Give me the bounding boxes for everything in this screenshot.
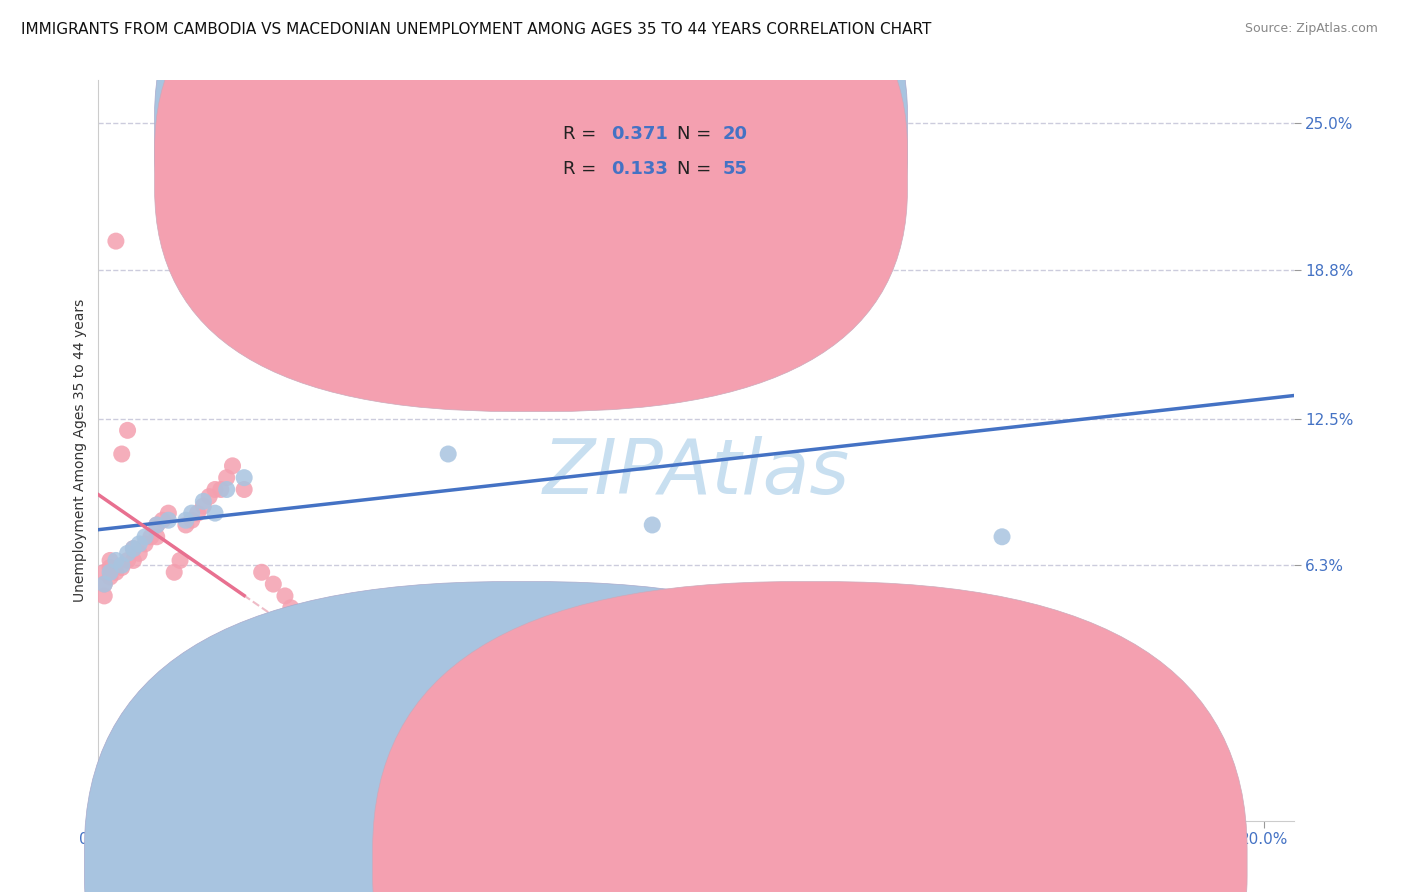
- Text: Immigrants from Cambodia: Immigrants from Cambodia: [543, 855, 744, 870]
- Point: [163, 566, 186, 580]
- Point: [104, 234, 127, 248]
- Point: [280, 600, 302, 615]
- Text: 0.371: 0.371: [612, 126, 668, 144]
- Text: N =: N =: [676, 126, 717, 144]
- Point: [117, 546, 139, 560]
- Text: 20: 20: [723, 126, 747, 144]
- Point: [262, 577, 284, 591]
- Point: [111, 560, 134, 574]
- Text: R =: R =: [564, 126, 602, 144]
- FancyBboxPatch shape: [155, 0, 907, 411]
- Point: [233, 470, 256, 484]
- Point: [117, 423, 139, 437]
- Point: [221, 458, 243, 473]
- Point: [367, 707, 389, 722]
- Point: [104, 566, 127, 580]
- Point: [174, 518, 197, 533]
- Point: [186, 506, 208, 520]
- Point: [93, 577, 115, 591]
- Point: [145, 518, 167, 533]
- Point: [180, 513, 202, 527]
- Point: [554, 789, 576, 804]
- Point: [233, 483, 256, 497]
- Point: [169, 553, 191, 567]
- Point: [98, 570, 121, 584]
- Point: [321, 719, 343, 733]
- Point: [104, 553, 127, 567]
- Point: [180, 506, 202, 520]
- Point: [134, 530, 156, 544]
- FancyBboxPatch shape: [155, 0, 907, 376]
- Point: [174, 513, 197, 527]
- Point: [157, 513, 180, 527]
- Text: 55: 55: [723, 161, 747, 178]
- Point: [332, 731, 354, 745]
- Point: [93, 577, 115, 591]
- Point: [408, 742, 430, 756]
- Point: [122, 541, 145, 556]
- Point: [437, 731, 460, 745]
- Point: [117, 553, 139, 567]
- Y-axis label: Unemployment Among Ages 35 to 44 years: Unemployment Among Ages 35 to 44 years: [73, 299, 87, 602]
- FancyBboxPatch shape: [494, 103, 815, 195]
- Point: [467, 778, 489, 792]
- Text: 0.133: 0.133: [612, 161, 668, 178]
- Point: [274, 589, 297, 603]
- Point: [991, 530, 1014, 544]
- Text: IMMIGRANTS FROM CAMBODIA VS MACEDONIAN UNEMPLOYMENT AMONG AGES 35 TO 44 YEARS CO: IMMIGRANTS FROM CAMBODIA VS MACEDONIAN U…: [21, 22, 931, 37]
- Point: [356, 726, 378, 740]
- Point: [484, 789, 506, 804]
- Point: [93, 566, 115, 580]
- Point: [437, 447, 460, 461]
- Point: [641, 755, 664, 769]
- Point: [378, 755, 401, 769]
- Text: Macedonians: Macedonians: [831, 855, 927, 870]
- Point: [467, 186, 489, 201]
- Point: [111, 447, 134, 461]
- Point: [302, 742, 325, 756]
- Text: Source: ZipAtlas.com: Source: ZipAtlas.com: [1244, 22, 1378, 36]
- Point: [134, 537, 156, 551]
- Point: [157, 506, 180, 520]
- Point: [193, 499, 215, 513]
- Point: [122, 541, 145, 556]
- Point: [93, 589, 115, 603]
- Text: R =: R =: [564, 161, 602, 178]
- Point: [111, 558, 134, 573]
- Point: [641, 518, 664, 533]
- Point: [425, 755, 447, 769]
- Text: N =: N =: [676, 161, 717, 178]
- Point: [139, 530, 162, 544]
- Point: [128, 537, 150, 551]
- Point: [215, 470, 238, 484]
- Point: [343, 735, 366, 749]
- Point: [128, 546, 150, 560]
- Point: [495, 766, 517, 780]
- Point: [122, 553, 145, 567]
- Point: [145, 518, 167, 533]
- Point: [193, 494, 215, 508]
- Point: [215, 483, 238, 497]
- Point: [204, 483, 226, 497]
- Point: [291, 731, 314, 745]
- Point: [98, 553, 121, 567]
- Point: [250, 566, 273, 580]
- Point: [449, 766, 471, 780]
- Point: [152, 513, 174, 527]
- Point: [98, 560, 121, 574]
- Point: [145, 530, 167, 544]
- Point: [209, 483, 232, 497]
- Point: [198, 490, 221, 504]
- Point: [98, 566, 121, 580]
- Point: [524, 778, 547, 792]
- Point: [204, 506, 226, 520]
- Text: ZIPAtlas: ZIPAtlas: [543, 435, 849, 509]
